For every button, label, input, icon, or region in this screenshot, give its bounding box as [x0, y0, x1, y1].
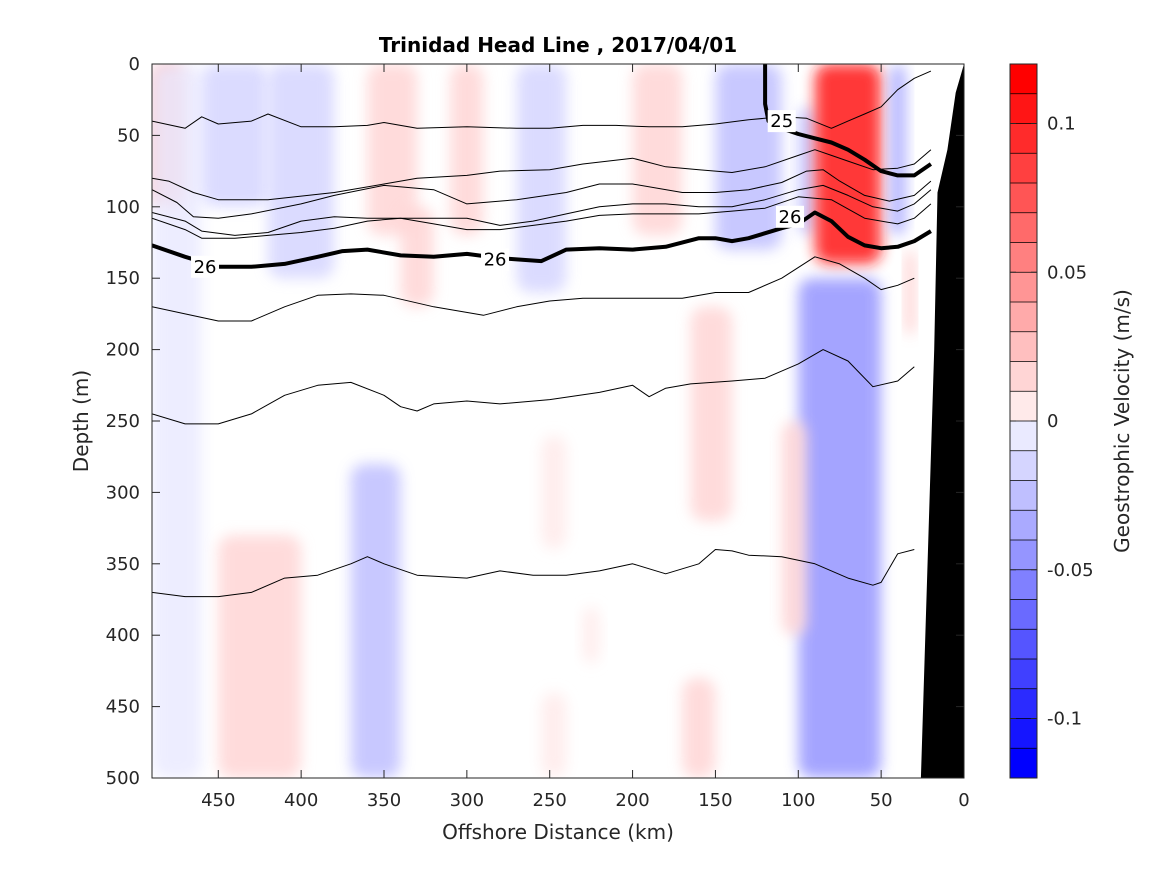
contour-line-2 [152, 169, 932, 219]
colorbar-swatch [1010, 688, 1037, 719]
y-tick-label: 150 [106, 268, 140, 289]
velocity-patch-15 [350, 463, 401, 778]
y-tick-label: 250 [106, 411, 140, 432]
contour-label-1: 26 [484, 250, 507, 271]
colorbar-swatch [1010, 361, 1037, 392]
y-tick-label: 450 [106, 697, 140, 718]
colorbar: 0.1 0.05 0 -0.05 -0.1 [1009, 63, 1094, 779]
contour-line-9 [152, 549, 915, 598]
colorbar-swatch [1010, 510, 1037, 541]
y-tick-label: 300 [106, 482, 140, 503]
colorbar-swatch [1010, 480, 1037, 511]
y-tick-label: 400 [106, 625, 140, 646]
velocity-patch-21 [541, 692, 567, 778]
colorbar-tick-label: 0 [1047, 411, 1058, 432]
y-tick-label: 0 [129, 54, 140, 75]
contour-labels: 26 26 26 25 [191, 110, 804, 278]
y-tick-label: 500 [106, 768, 140, 789]
x-tick-label: 0 [958, 790, 969, 811]
x-axis-ticks: 450 400 350 300 250 200 150 100 50 0 [201, 64, 970, 811]
colorbar-swatch [1010, 272, 1037, 303]
x-tick-label: 200 [615, 790, 649, 811]
velocity-patch-13 [906, 249, 915, 336]
colorbar-tick-label: 0.1 [1047, 114, 1076, 135]
velocity-patch-2 [201, 64, 268, 207]
contour-line-8 [152, 349, 915, 425]
velocity-patch-18 [781, 421, 807, 636]
contour-line-7 [152, 256, 915, 322]
x-tick-label: 250 [533, 790, 567, 811]
velocity-patch-9 [715, 64, 782, 250]
velocity-patch-3 [268, 64, 335, 279]
colorbar-swatch [1010, 64, 1037, 95]
y-tick-label: 100 [106, 197, 140, 218]
x-tick-label: 100 [781, 790, 815, 811]
contour-line-1 [152, 149, 932, 201]
velocity-patch-4 [367, 64, 418, 236]
velocity-patch-6 [450, 64, 484, 236]
x-axis-label: Offshore Distance (km) [442, 820, 674, 844]
contour-label-3: 25 [770, 111, 793, 132]
colorbar-swatch [1010, 421, 1037, 452]
contour-line-0 [152, 70, 932, 129]
velocity-field [152, 64, 915, 778]
colorbar-swatch [1010, 659, 1037, 690]
x-tick-label: 50 [870, 790, 893, 811]
y-axis-label: Depth (m) [69, 370, 93, 472]
contour-label-bg-3 [767, 110, 796, 133]
colorbar-label: Geostrophic Velocity (m/s) [1110, 289, 1134, 553]
contour-label-bg-1 [481, 248, 510, 271]
colorbar-swatch [1010, 569, 1037, 600]
y-axis-ticks: 0 50 100 150 200 250 300 350 400 450 500 [106, 54, 964, 789]
colorbar-tick-label: 0.05 [1047, 262, 1087, 283]
colorbar-swatch [1010, 599, 1037, 630]
velocity-patch-12 [889, 64, 906, 236]
colorbar-swatch [1010, 331, 1037, 362]
contour-label-0: 26 [194, 257, 217, 278]
x-tick-label: 150 [698, 790, 732, 811]
velocity-patch-8 [632, 64, 683, 236]
bathymetry [920, 64, 964, 778]
contour-line-3 [152, 184, 932, 236]
velocity-patch-16 [798, 278, 882, 778]
colorbar-swatch [1010, 748, 1037, 779]
colorbar-tick-label: -0.05 [1047, 560, 1094, 581]
contour-label-bg-2 [776, 205, 804, 228]
contour-line-4 [152, 196, 932, 239]
colorbar-swatch [1010, 629, 1037, 660]
colorbar-swatch [1010, 540, 1037, 571]
velocity-patch-7 [516, 64, 567, 293]
colorbar-swatch [1010, 183, 1037, 214]
y-tick-label: 200 [106, 340, 140, 361]
velocity-patch-20 [541, 435, 567, 550]
colorbar-swatch [1010, 450, 1037, 481]
colorbar-tick-label: -0.1 [1047, 709, 1082, 730]
chart-title: Trinidad Head Line , 2017/04/01 [379, 33, 737, 57]
x-tick-label: 400 [284, 790, 318, 811]
colorbar-swatch [1010, 93, 1037, 124]
bold-contour-5 [152, 210, 932, 269]
seafloor-polygon [920, 64, 964, 778]
x-tick-label: 350 [367, 790, 401, 811]
colorbar-swatch [1010, 153, 1037, 184]
velocity-patch-22 [582, 606, 600, 664]
x-tick-label: 450 [201, 790, 235, 811]
colorbar-swatch [1010, 212, 1037, 243]
colorbar-swatch [1010, 718, 1037, 749]
velocity-patch-14 [218, 535, 302, 778]
velocity-patch-19 [682, 678, 716, 778]
y-tick-label: 350 [106, 554, 140, 575]
colorbar-swatch [1010, 242, 1037, 273]
contour-label-2: 26 [779, 207, 802, 228]
colorbar-swatch [1010, 123, 1037, 154]
y-tick-label: 50 [117, 125, 140, 146]
velocity-patch-17 [690, 306, 732, 521]
colorbar-swatch [1010, 391, 1037, 422]
x-tick-label: 300 [450, 790, 484, 811]
contour-label-bg-0 [191, 255, 220, 278]
colorbar-swatch [1010, 302, 1037, 333]
